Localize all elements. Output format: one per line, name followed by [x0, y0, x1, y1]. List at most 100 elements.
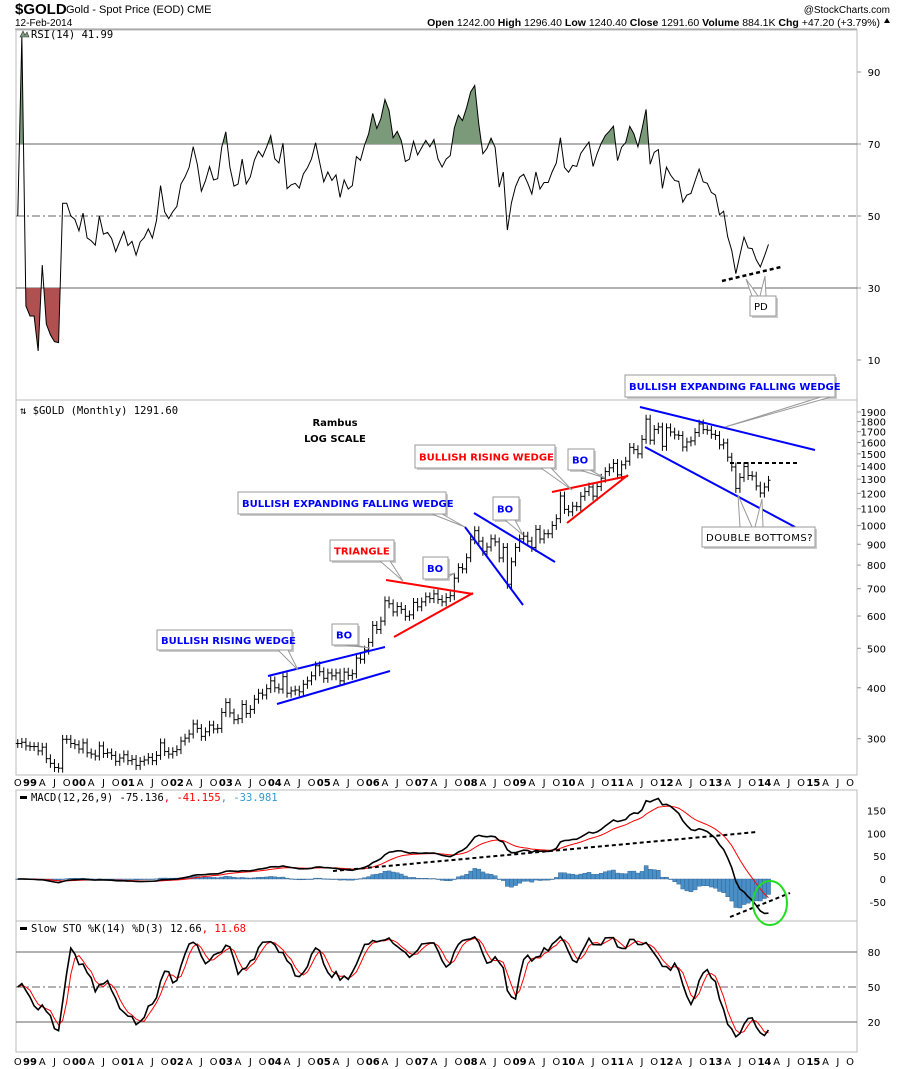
x-axis-top: O 99 A J O 00 A J O 01 A J O 02 A J O 03 A J O 04 A J O 05 A J O 06 A J… — [14, 778, 854, 789]
ohlc-line: Open 1242.00 High 1296.40 Low 1240.40 Cl… — [427, 17, 880, 29]
price-bar — [256, 688, 261, 704]
rsi-line — [17, 35, 769, 352]
x-tick-label: O — [308, 778, 316, 789]
x-tick-label: 00 — [72, 778, 86, 789]
macd-histogram-bar — [121, 878, 127, 880]
macd-histogram-bar — [113, 878, 118, 880]
x-tick-label: O — [357, 1057, 365, 1068]
price-bar — [566, 505, 571, 517]
x-tick-label: O — [63, 1057, 71, 1068]
macd-histogram-bar — [60, 878, 65, 880]
x-tick-label: J — [542, 778, 546, 789]
price-bar — [672, 427, 677, 440]
x-tick-label: J — [591, 1057, 595, 1068]
macd-histogram-bar — [468, 870, 473, 880]
price-bar — [105, 748, 110, 758]
price-bar — [207, 720, 212, 737]
price-bar — [272, 676, 277, 693]
x-tick-label: O — [503, 778, 511, 789]
macd-histogram-bar — [545, 878, 551, 881]
macd-histogram-bar — [647, 869, 653, 880]
price-bar — [660, 422, 665, 451]
price-bar — [121, 750, 126, 763]
price-bar — [19, 737, 24, 748]
price-bar — [591, 482, 596, 501]
x-tick-label: A — [430, 1057, 437, 1068]
price-bar — [440, 595, 445, 607]
x-tick-label: O — [454, 1057, 462, 1068]
macd-histogram-bar — [619, 873, 624, 880]
price-bar — [354, 653, 359, 679]
x-tick-label: 04 — [268, 778, 282, 789]
macd-histogram-bar — [635, 872, 641, 880]
macd-histogram-bar — [341, 878, 347, 881]
price-bar — [733, 462, 738, 493]
macd-histogram-bar — [137, 878, 143, 880]
x-tick-label: J — [444, 778, 448, 789]
macd-histogram-bar — [550, 878, 555, 880]
rsi-tick-label: 30 — [868, 284, 881, 295]
x-tick-label: A — [528, 778, 535, 789]
callout-bo: BO — [331, 623, 371, 649]
price-bar — [109, 748, 114, 760]
price-bar — [154, 751, 159, 766]
x-tick-label: O — [210, 778, 218, 789]
price-bar — [464, 553, 469, 574]
rsi-fill-area — [17, 288, 769, 351]
price-bar — [648, 414, 653, 445]
callout-box — [567, 448, 595, 471]
price-bar — [195, 719, 200, 733]
x-tick-label: O — [552, 1057, 560, 1068]
price-bar — [758, 481, 763, 498]
rsi-legend-icon — [19, 30, 30, 38]
sto-legend-swatch — [20, 927, 27, 930]
price-bar — [162, 738, 167, 757]
macd-histogram-bar — [492, 875, 498, 880]
macd-histogram — [15, 865, 771, 909]
macd-histogram-bar — [656, 870, 661, 880]
macd-histogram-bar — [313, 877, 318, 880]
x-tick-label: J — [150, 778, 154, 789]
macd-histogram-bar — [717, 878, 722, 892]
callout-text: BULLISH EXPANDING FALLING WEDGE — [242, 499, 454, 510]
price-bar — [211, 720, 216, 734]
price-bar — [325, 668, 330, 683]
rsi-fill-area — [17, 36, 769, 144]
macd-histogram-bar — [476, 868, 482, 880]
price-bar — [166, 747, 171, 759]
macd-histogram-bar — [370, 874, 376, 880]
macd-histogram-bar — [219, 876, 225, 880]
price-tick-label: 1700 — [861, 428, 886, 439]
price-bar — [680, 431, 685, 452]
price-bar — [130, 754, 134, 766]
x-tick-label: 14 — [757, 778, 771, 789]
macd-histogram-bar — [68, 878, 74, 880]
macd-histogram-bar — [268, 876, 274, 880]
macd-histogram-bar — [439, 878, 445, 881]
x-tick-label: 01 — [121, 1057, 135, 1068]
macd-histogram-bar — [329, 878, 335, 880]
macd-histogram-bar — [594, 874, 600, 880]
rsi-tick-label: 10 — [868, 356, 881, 367]
wedge-lower-line — [464, 526, 524, 606]
price-bar — [517, 534, 522, 552]
price-bar — [676, 430, 681, 440]
price-bar — [125, 750, 130, 766]
price-bar — [297, 685, 302, 697]
macd-histogram-bar — [260, 876, 265, 880]
x-tick-label: J — [150, 1057, 154, 1068]
macd-histogram-bar — [672, 878, 677, 882]
x-tick-label: O — [601, 778, 609, 789]
macd-histogram-bar — [419, 878, 424, 880]
x-tick-label: 07 — [415, 778, 429, 789]
price-bar — [260, 688, 265, 700]
x-tick-label: 14 — [757, 1057, 771, 1068]
x-tick-label: A — [88, 1057, 95, 1068]
price-bar — [550, 521, 555, 539]
sto-tick-label: 80 — [868, 948, 881, 959]
price-bar — [223, 698, 228, 717]
rising-wedge-lower-line — [566, 474, 629, 524]
x-tick-label: J — [346, 778, 350, 789]
macd-histogram-bar — [354, 878, 359, 880]
x-tick-label: 00 — [72, 1057, 86, 1068]
